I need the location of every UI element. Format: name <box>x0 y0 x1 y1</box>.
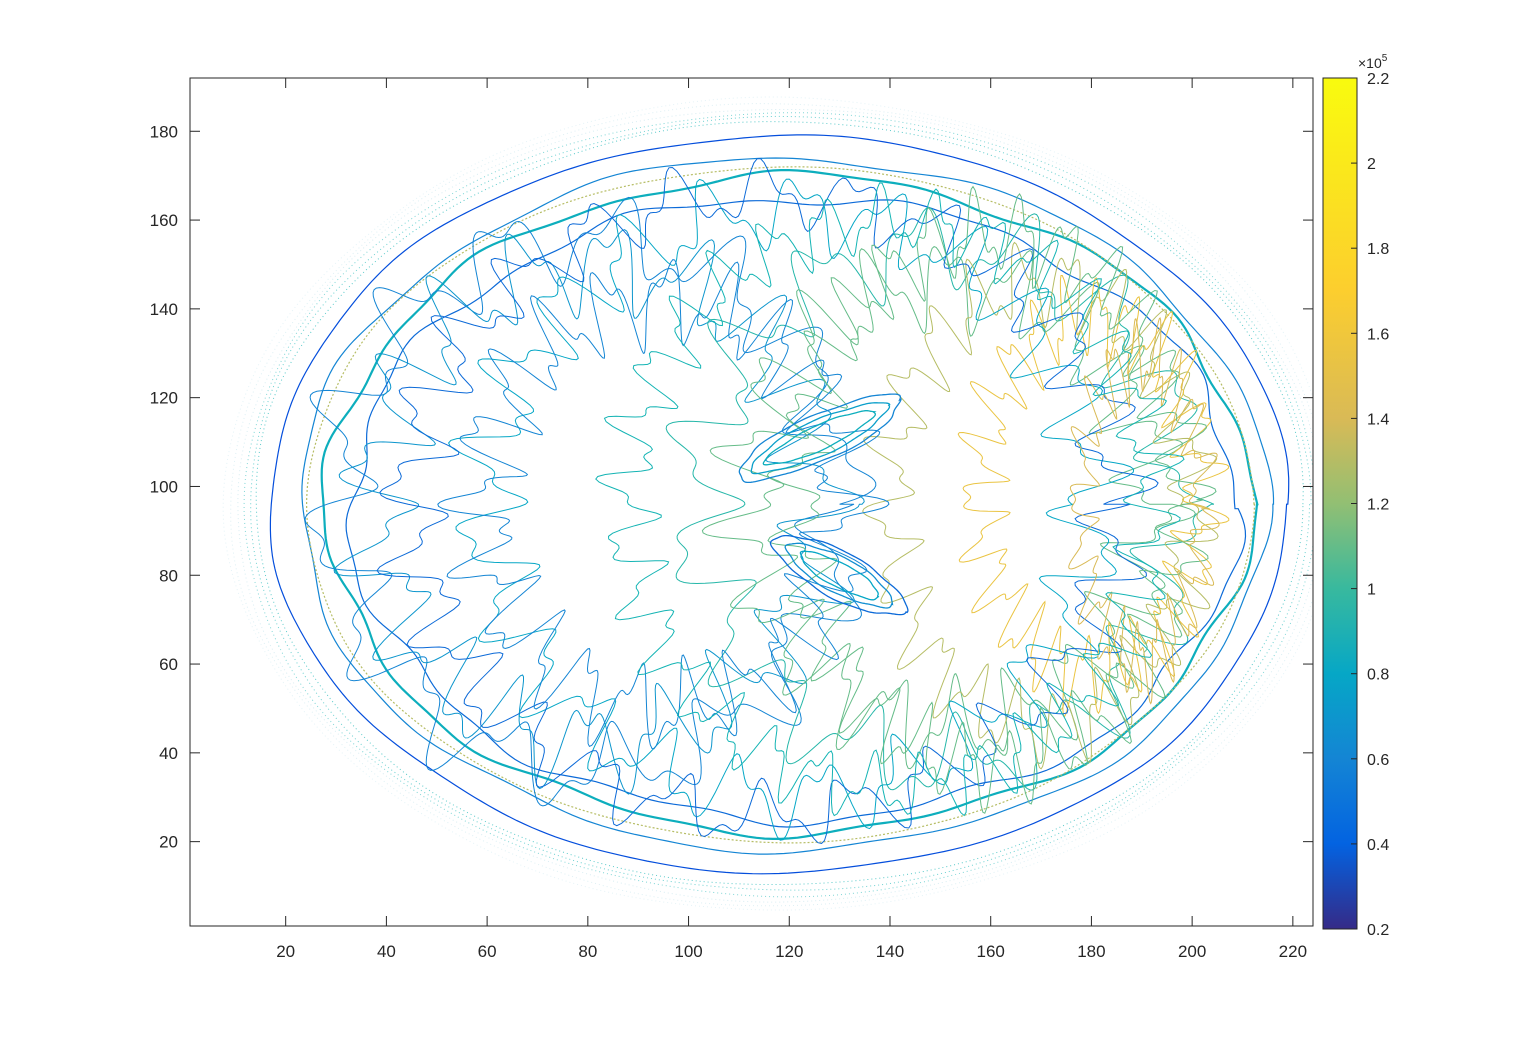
x-tick-label: 200 <box>1178 942 1206 961</box>
stipple-ring <box>250 115 1312 891</box>
colorbar-tick-label: 1.4 <box>1367 411 1389 428</box>
contour-gyrus <box>766 185 1217 814</box>
contour-ventricle <box>762 410 877 466</box>
axes-frame <box>189 77 1314 927</box>
contour-gyrus <box>1068 317 1220 705</box>
x-tick-label: 180 <box>1077 942 1105 961</box>
contour-gyrus <box>437 259 890 750</box>
contour-ventricle <box>769 534 909 616</box>
contour-ventricle <box>738 393 903 484</box>
x-tick-label: 220 <box>1279 942 1307 961</box>
colorbar-tick-label: 0.4 <box>1367 837 1389 854</box>
y-tick-label: 180 <box>150 122 178 141</box>
y-tick-label: 60 <box>159 655 178 674</box>
contour-gyrus <box>448 178 1135 841</box>
x-tick-label: 60 <box>478 942 497 961</box>
contour-shell-bright <box>305 166 1256 844</box>
contour-gyrus <box>376 158 1159 845</box>
stipple-ring <box>243 112 1313 898</box>
y-tick-label: 100 <box>150 477 178 496</box>
colorbar-tick-label: 0.6 <box>1367 752 1389 769</box>
x-tick-label: 140 <box>876 942 904 961</box>
x-tick-label: 80 <box>578 942 597 961</box>
contour-gyrus <box>595 182 1185 817</box>
colorbar-tick-label: 2 <box>1367 156 1376 173</box>
contour-shell <box>345 199 1247 828</box>
colorbar-tick-label: 1.6 <box>1367 326 1389 343</box>
plot-layer <box>222 96 1313 911</box>
colorbar-tick-label: 0.8 <box>1367 667 1389 684</box>
colorbar-tick-label: 1 <box>1367 582 1376 599</box>
contour-gyrus <box>862 241 1219 770</box>
stipple-ring <box>222 96 1313 911</box>
y-tick-label: 160 <box>150 211 178 230</box>
x-tick-label: 100 <box>674 942 702 961</box>
contour-ventricle <box>784 542 894 609</box>
y-tick-label: 80 <box>159 566 178 585</box>
y-tick-label: 140 <box>150 300 178 319</box>
contour-gyrus <box>304 196 877 807</box>
contour-ventricle <box>799 550 880 601</box>
stipple-ring <box>255 121 1304 885</box>
colorbar-tick-label: 1.2 <box>1367 497 1389 514</box>
x-tick-label: 120 <box>775 942 803 961</box>
contour-shell <box>301 157 1275 855</box>
gradient-stipple <box>222 96 1313 911</box>
y-tick-label: 120 <box>150 389 178 408</box>
contour-shell <box>320 169 1259 840</box>
x-tick-label: 160 <box>977 942 1005 961</box>
contour-shell <box>269 134 1290 875</box>
x-tick-label: 20 <box>276 942 295 961</box>
x-axis: 20 40 60 80 100 120 140 160 180 200 220 <box>276 78 1307 961</box>
colorbar-exponent: ×105 <box>1358 53 1388 71</box>
stipple-ring <box>237 109 1313 903</box>
y-tick-label: 20 <box>159 833 178 852</box>
colorbar-tick-label: 2.2 <box>1367 71 1389 88</box>
contour-gyrus <box>333 229 865 795</box>
colorbar-tick-label: 0.2 <box>1367 922 1389 939</box>
x-tick-label: 40 <box>377 942 396 961</box>
y-tick-label: 40 <box>159 744 178 763</box>
colorbar-tick-label: 1.8 <box>1367 241 1389 258</box>
contour-ventricle <box>750 402 891 475</box>
y-axis: 20 40 60 80 100 120 140 160 180 <box>150 122 1313 852</box>
colorbar-ticks: 0.2 0.4 0.6 0.8 1 1.2 1.4 1.6 1.8 2 2.2 <box>1351 71 1389 939</box>
